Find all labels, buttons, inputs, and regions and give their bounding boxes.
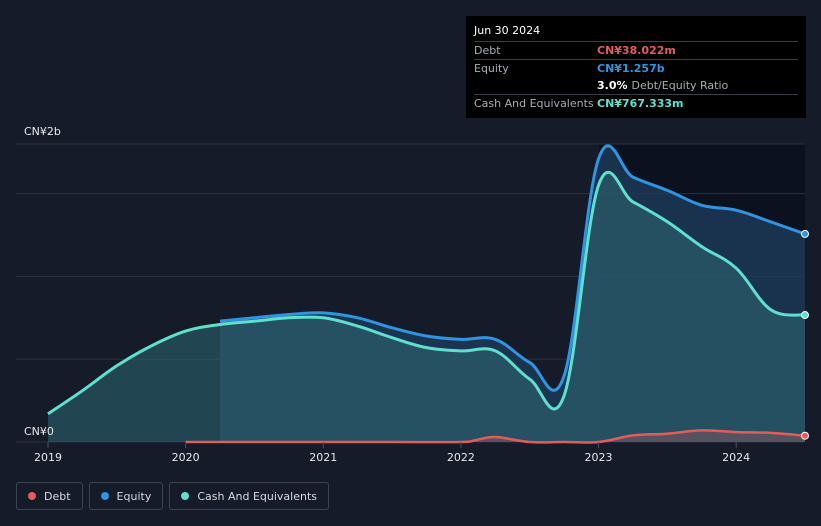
x-tick-label-2022: 2022 — [447, 451, 475, 464]
legend-item-cash[interactable]: Cash And Equivalents — [169, 482, 329, 510]
x-tick-label-2019: 2019 — [34, 451, 62, 464]
series-endpoints — [801, 229, 809, 440]
y-tick-label-top: CN¥2b — [24, 125, 61, 138]
tooltip-ratio-value: 3.0% — [597, 79, 628, 92]
debt-end-point — [801, 431, 809, 440]
legend-cash-label: Cash And Equivalents — [197, 489, 317, 503]
equity-end-point — [801, 229, 809, 238]
tooltip-equity-label: Equity — [474, 62, 509, 75]
legend-debt-label: Debt — [44, 489, 71, 503]
cash-line — [47, 170, 806, 416]
tooltip-cash-value: CN¥767.333m — [597, 97, 684, 110]
debt-line — [185, 429, 806, 444]
cash-dot-icon — [181, 492, 190, 500]
cash-end-point — [801, 311, 809, 320]
tooltip-row-cash: Cash And Equivalents CN¥767.333m — [474, 94, 798, 112]
x-tick-label-2024: 2024 — [722, 451, 750, 464]
tooltip-row-equity: Equity CN¥1.257b — [474, 59, 798, 77]
legend: Debt Equity Cash And Equivalents — [16, 482, 329, 510]
tooltip-equity-value: CN¥1.257b — [597, 62, 665, 75]
x-tick-label-2023: 2023 — [585, 451, 613, 464]
tooltip-debt-label: Debt — [474, 44, 501, 57]
tooltip-row-ratio: 3.0% Debt/Equity Ratio — [474, 77, 798, 94]
x-tick-label-2021: 2021 — [309, 451, 337, 464]
legend-item-equity[interactable]: Equity — [88, 482, 164, 510]
debt-area — [185, 430, 806, 443]
equity-line — [219, 144, 806, 392]
equity-dot-icon — [100, 492, 109, 500]
series-lines — [47, 144, 806, 444]
series-areas — [48, 145, 806, 443]
legend-item-debt[interactable]: Debt — [16, 482, 83, 510]
tooltip-ratio-label: Debt/Equity Ratio — [631, 79, 729, 92]
tooltip-panel: Jun 30 2024 Debt CN¥38.022m Equity CN¥1.… — [466, 16, 806, 118]
x-axis-ticks: 2019 2020 2021 2022 2023 2024 — [34, 442, 750, 464]
legend-equity-label: Equity — [116, 489, 152, 503]
debt-dot-icon — [28, 492, 36, 500]
tooltip-row-debt: Debt CN¥38.022m — [474, 41, 798, 59]
cash-area — [48, 172, 805, 442]
tooltip-date: Jun 30 2024 — [474, 24, 541, 37]
x-tick-label-2020: 2020 — [172, 451, 200, 464]
tooltip-debt-value: CN¥38.022m — [597, 44, 676, 57]
y-tick-label-zero: CN¥0 — [24, 425, 54, 438]
tooltip-cash-label: Cash And Equivalents — [474, 97, 594, 110]
